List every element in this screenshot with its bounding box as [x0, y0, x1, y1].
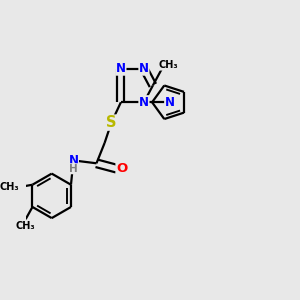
Text: N: N: [68, 154, 78, 167]
Text: N: N: [139, 96, 149, 109]
Text: N: N: [116, 62, 126, 75]
Text: N: N: [139, 62, 149, 75]
Text: N: N: [165, 96, 175, 109]
Text: H: H: [69, 164, 78, 174]
Text: S: S: [106, 115, 117, 130]
Text: CH₃: CH₃: [0, 182, 19, 192]
Text: O: O: [116, 162, 127, 175]
Text: CH₃: CH₃: [16, 221, 35, 231]
Text: CH₃: CH₃: [158, 60, 178, 70]
